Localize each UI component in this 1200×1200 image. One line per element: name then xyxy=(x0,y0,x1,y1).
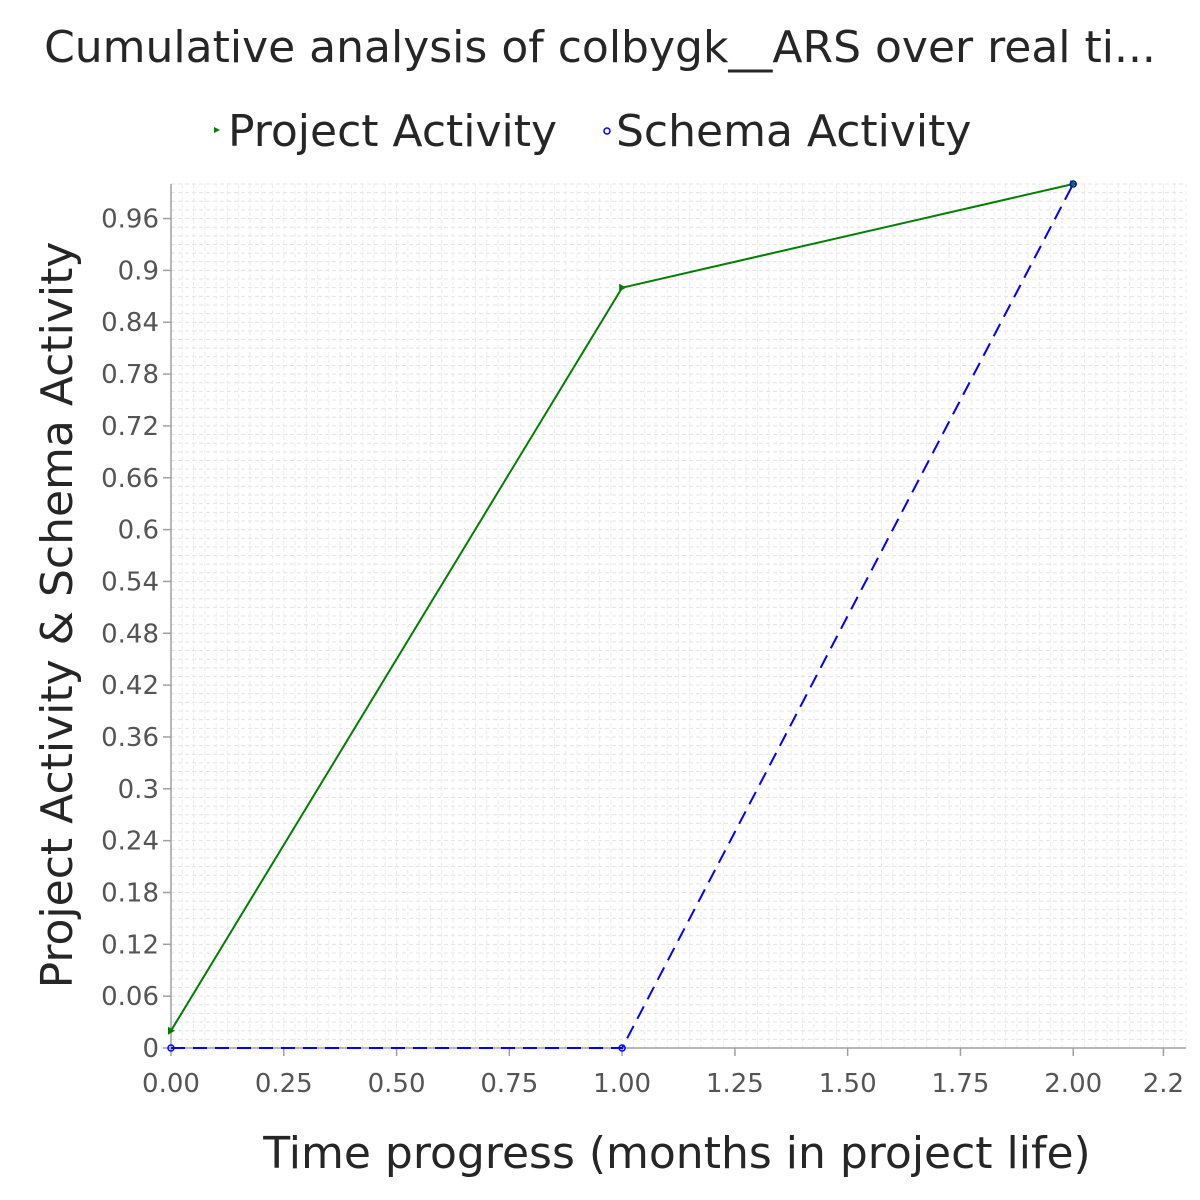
y-tick-label: 0.24 xyxy=(101,827,159,857)
legend-label-schema-activity: Schema Activity xyxy=(616,106,971,157)
x-tick-label: 0.75 xyxy=(480,1069,538,1099)
x-tick-label: 0.00 xyxy=(142,1069,200,1099)
y-tick-label: 0.42 xyxy=(101,671,159,701)
y-tick-label: 0.9 xyxy=(118,256,159,286)
legend-label-project-activity: Project Activity xyxy=(228,106,557,157)
y-tick-label: 0.78 xyxy=(101,360,159,390)
y-tick-label: 0.36 xyxy=(101,723,159,753)
series xyxy=(167,180,1078,1052)
x-tick-label: 1.00 xyxy=(593,1069,651,1099)
y-axis-ticks: 0 0.06 0.12 0.18 0.24 0.3 0.36 0.42 0.48 0.54 0.6 0… xyxy=(101,205,171,1064)
grid xyxy=(171,183,1187,1048)
legend: Project Activity Schema Activity xyxy=(214,106,971,157)
legend-marker-schema-activity xyxy=(603,127,611,135)
x-tick-label: 0.50 xyxy=(368,1069,426,1099)
y-tick-label: 0.3 xyxy=(118,775,159,805)
y-tick-label: 0.66 xyxy=(101,464,159,494)
y-tick-label: 0 xyxy=(142,1034,159,1064)
data-point-schema-activity xyxy=(618,1044,626,1052)
y-tick-label: 0.06 xyxy=(101,982,159,1012)
data-point-schema-activity xyxy=(1069,180,1077,188)
x-tick-label: 1.25 xyxy=(706,1069,764,1099)
chart-title: Cumulative analysis of colbygk__ARS over… xyxy=(44,22,1156,73)
y-tick-label: 0.12 xyxy=(101,930,159,960)
data-point-project-activity xyxy=(168,1026,175,1035)
y-tick-label: 0.18 xyxy=(101,878,159,908)
legend-marker-project-activity xyxy=(214,127,220,133)
x-tick-label: 2.00 xyxy=(1044,1069,1102,1099)
data-point-schema-activity xyxy=(167,1044,175,1052)
y-tick-label: 0.96 xyxy=(101,205,159,235)
x-tick-label: 0.25 xyxy=(255,1069,313,1099)
x-axis-label: Time progress (months in project life) xyxy=(262,1128,1090,1179)
y-tick-label: 0.54 xyxy=(101,567,159,597)
series-line-schema-activity xyxy=(171,183,1075,1049)
x-tick-label: 1.50 xyxy=(819,1069,877,1099)
y-tick-label: 0.84 xyxy=(101,308,159,338)
data-point-project-activity xyxy=(619,283,627,292)
axes xyxy=(170,184,1186,1049)
y-axis-label: Project Activity & Schema Activity xyxy=(32,242,83,989)
y-tick-label: 0.48 xyxy=(101,619,159,649)
x-tick-label: 2.2 xyxy=(1143,1069,1184,1099)
x-axis-ticks: 0.00 0.25 0.50 0.75 1.00 1.25 1.50 1.75 2.00 2.2 xyxy=(142,1048,1184,1099)
y-tick-label: 0.6 xyxy=(118,516,159,546)
y-tick-label: 0.72 xyxy=(101,412,159,442)
x-tick-label: 1.75 xyxy=(931,1069,989,1099)
